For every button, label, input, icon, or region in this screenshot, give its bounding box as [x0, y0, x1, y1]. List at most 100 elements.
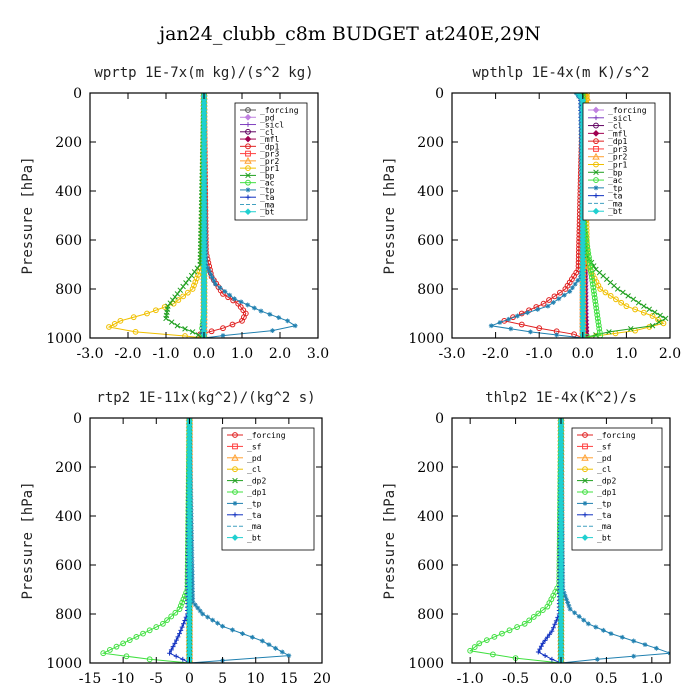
- legend-entry: _tp: [608, 184, 623, 193]
- series-point-bp: [191, 269, 198, 275]
- legend-entry: _forcing: [247, 431, 286, 440]
- series-point-tp: [488, 323, 494, 329]
- series-point-tp: [192, 602, 198, 608]
- series-point-ac: [587, 267, 594, 274]
- legend-entry: _ta: [247, 511, 262, 520]
- series-point-ac: [588, 270, 595, 277]
- series-point-tp: [215, 620, 220, 626]
- series-point-pr1: [632, 306, 639, 313]
- y-tick-label: 600: [55, 233, 82, 249]
- legend-entry: _ma: [247, 522, 262, 531]
- series-point-pr1: [640, 309, 647, 316]
- series-point-bp: [630, 296, 637, 303]
- series-point-ta: [535, 649, 541, 655]
- series-point-tp: [190, 599, 196, 605]
- series-point-tp: [570, 285, 575, 291]
- legend-marker: [245, 128, 251, 135]
- series-point-bp: [163, 315, 169, 322]
- legend-marker: [232, 501, 238, 506]
- legend-marker: [245, 150, 251, 157]
- series-point-dp1: [120, 640, 127, 647]
- x-tick-label: -15: [79, 671, 102, 687]
- x-tick-label: 2.0: [659, 346, 681, 362]
- series-point-ac: [595, 318, 602, 325]
- series-point-pr1: [130, 314, 137, 321]
- series-point-tp: [203, 258, 209, 264]
- series-point-bp: [180, 283, 186, 290]
- legend-entry: _forcing: [597, 431, 636, 440]
- series-point-dp1: [229, 321, 236, 328]
- series-point-tp: [564, 596, 569, 602]
- legend-entry: _bt: [597, 534, 612, 543]
- series-point-pr1: [195, 272, 201, 278]
- legend-entry: _tp: [247, 499, 262, 508]
- series-point-ac: [590, 284, 597, 291]
- x-tick-label: 0.0: [550, 671, 572, 687]
- series-line-dp1: [469, 418, 562, 663]
- legend-marker: [244, 208, 252, 216]
- x-tick-label: 1.0: [615, 346, 637, 362]
- series-point-tp: [566, 603, 572, 609]
- series-point-tp: [279, 649, 285, 655]
- series-point-bp: [614, 286, 621, 292]
- legend-marker: [245, 179, 251, 186]
- series-point-tp: [195, 605, 201, 611]
- series-point-tp: [190, 589, 195, 594]
- panel-title: wpthlp 1E-4x(m K)/s^2: [472, 65, 649, 81]
- series-point-tp: [270, 328, 275, 334]
- series-point-bp: [646, 306, 653, 312]
- series-group: [467, 418, 670, 663]
- legend: _forcing _sf _pd _cl _dp2 _dp1 _tp _ta _ma _bt: [221, 427, 315, 551]
- series-point-dp1: [179, 599, 186, 606]
- series-point-ta: [170, 644, 176, 650]
- series-point-pr1: [175, 297, 182, 303]
- series-point-tp: [497, 320, 503, 325]
- legend-entry: _sicl: [608, 114, 632, 123]
- legend-entry: _cl: [608, 122, 623, 131]
- series-point-bp: [183, 280, 189, 286]
- legend-marker: [245, 107, 251, 113]
- legend-marker: [581, 453, 589, 461]
- series-point-tp: [220, 623, 225, 629]
- legend-box: [582, 102, 656, 221]
- series-point-dp1: [499, 630, 505, 637]
- x-tick-label: -3.0: [439, 346, 466, 362]
- series-point-ta: [182, 618, 188, 623]
- series-point-tp: [550, 300, 556, 305]
- series-line-pr1: [107, 93, 205, 338]
- legend-entry: _forcing: [608, 106, 647, 115]
- series-point-dp1: [471, 644, 478, 650]
- series-point-tp: [556, 296, 562, 302]
- series-point-dp1: [146, 656, 153, 663]
- x-tick-label: -0.5: [502, 671, 529, 687]
- series-point-dp1: [133, 633, 140, 640]
- series-point-ta: [175, 634, 181, 640]
- legend-entry: _sf: [247, 442, 262, 451]
- y-tick-label: 200: [55, 460, 82, 476]
- series-point-ac: [588, 274, 595, 281]
- legend-box: [234, 102, 308, 221]
- chart-panel-3: rtp2 1E-11x(kg^2)/(kg^2 s) Pressure [hPa]…: [20, 390, 331, 687]
- series-point-ac: [585, 250, 592, 257]
- legend-entry: _pr3: [260, 150, 279, 159]
- series-point-tp: [273, 645, 278, 651]
- legend-entry: _ma: [608, 199, 623, 208]
- y-tick-label: 1000: [408, 656, 444, 672]
- series-point-dp1: [476, 640, 483, 647]
- x-tick-label: 3.0: [307, 346, 329, 362]
- legend-entry: _mfl: [260, 135, 279, 144]
- series-point-dp1: [562, 286, 569, 292]
- legend-marker: [593, 169, 599, 176]
- legend-marker: [593, 122, 599, 129]
- series-point-dp1: [521, 620, 528, 627]
- series-point-dp1: [526, 617, 533, 624]
- series-point-tp: [565, 600, 571, 605]
- series-point-pr1: [180, 293, 187, 300]
- series-point-pr1: [602, 289, 609, 296]
- series-point-ac: [590, 288, 597, 294]
- series-point-tp: [585, 621, 591, 627]
- series-point-ac: [596, 325, 603, 332]
- series-point-tp: [560, 587, 566, 592]
- series-point-bp: [177, 287, 184, 293]
